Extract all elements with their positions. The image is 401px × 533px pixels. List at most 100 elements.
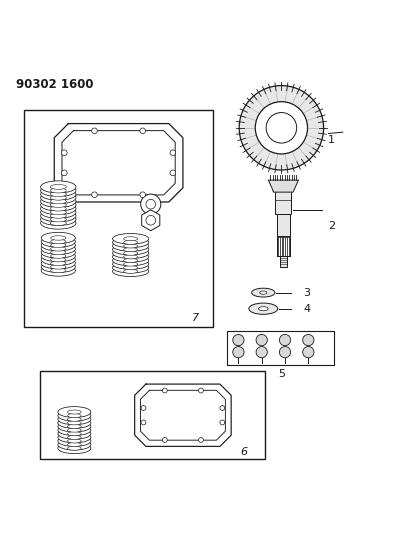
Ellipse shape — [124, 255, 137, 259]
Circle shape — [255, 346, 267, 358]
Ellipse shape — [258, 306, 267, 311]
Ellipse shape — [58, 432, 91, 443]
Ellipse shape — [50, 199, 66, 204]
Ellipse shape — [41, 210, 76, 222]
Circle shape — [140, 128, 145, 134]
Circle shape — [170, 170, 175, 176]
Ellipse shape — [41, 213, 76, 225]
Ellipse shape — [67, 442, 81, 447]
Ellipse shape — [51, 261, 66, 265]
Circle shape — [255, 334, 267, 346]
Bar — [227, 331, 333, 365]
Ellipse shape — [112, 245, 148, 255]
Circle shape — [141, 406, 146, 410]
Ellipse shape — [51, 265, 66, 269]
Circle shape — [141, 420, 146, 425]
Ellipse shape — [124, 259, 137, 262]
Ellipse shape — [248, 303, 277, 314]
Ellipse shape — [51, 236, 66, 240]
Ellipse shape — [51, 247, 66, 251]
Ellipse shape — [41, 261, 75, 272]
Ellipse shape — [67, 432, 81, 436]
Ellipse shape — [41, 239, 75, 251]
Circle shape — [162, 388, 167, 393]
Ellipse shape — [112, 241, 148, 251]
Ellipse shape — [251, 288, 274, 297]
Ellipse shape — [50, 206, 66, 211]
Text: 3: 3 — [303, 288, 310, 297]
Ellipse shape — [50, 184, 66, 189]
Ellipse shape — [41, 192, 76, 204]
Ellipse shape — [124, 248, 137, 252]
Ellipse shape — [50, 210, 66, 215]
Ellipse shape — [51, 254, 66, 259]
Ellipse shape — [50, 196, 66, 200]
Ellipse shape — [67, 417, 81, 421]
Ellipse shape — [41, 184, 76, 197]
Circle shape — [265, 112, 296, 143]
Text: 7: 7 — [191, 313, 198, 323]
Ellipse shape — [41, 203, 76, 215]
Circle shape — [302, 334, 313, 346]
Text: 6: 6 — [239, 447, 247, 457]
Ellipse shape — [41, 254, 75, 265]
Ellipse shape — [58, 414, 91, 425]
Circle shape — [162, 438, 167, 442]
Ellipse shape — [259, 291, 266, 294]
Ellipse shape — [67, 424, 81, 429]
Ellipse shape — [51, 268, 66, 273]
Ellipse shape — [41, 199, 76, 211]
Circle shape — [91, 128, 97, 134]
Ellipse shape — [51, 243, 66, 247]
Ellipse shape — [67, 439, 81, 443]
Circle shape — [170, 150, 175, 156]
Ellipse shape — [50, 188, 66, 193]
Circle shape — [302, 346, 313, 358]
Ellipse shape — [67, 421, 81, 425]
Ellipse shape — [41, 247, 75, 258]
Bar — [24, 110, 213, 327]
Ellipse shape — [50, 221, 66, 225]
Ellipse shape — [50, 213, 66, 218]
Ellipse shape — [41, 257, 75, 269]
Circle shape — [219, 406, 224, 410]
Ellipse shape — [51, 239, 66, 244]
Circle shape — [198, 388, 203, 393]
Ellipse shape — [41, 217, 76, 229]
Circle shape — [61, 150, 67, 156]
Ellipse shape — [112, 255, 148, 265]
Ellipse shape — [58, 435, 91, 447]
Ellipse shape — [58, 421, 91, 432]
Ellipse shape — [58, 417, 91, 429]
Ellipse shape — [112, 259, 148, 269]
Circle shape — [140, 194, 160, 214]
Circle shape — [91, 192, 97, 198]
Circle shape — [279, 346, 290, 358]
Circle shape — [140, 192, 145, 198]
Text: 90302 1600: 90302 1600 — [16, 78, 93, 91]
Ellipse shape — [112, 252, 148, 262]
Ellipse shape — [41, 196, 76, 207]
Ellipse shape — [112, 233, 148, 244]
Ellipse shape — [112, 262, 148, 273]
Bar — [40, 371, 265, 459]
Ellipse shape — [67, 414, 81, 418]
Circle shape — [61, 170, 67, 176]
Text: 1: 1 — [327, 135, 334, 145]
Ellipse shape — [67, 428, 81, 432]
Circle shape — [255, 102, 307, 154]
Ellipse shape — [58, 425, 91, 435]
Circle shape — [146, 199, 155, 209]
Ellipse shape — [51, 250, 66, 255]
Text: 5: 5 — [277, 369, 284, 379]
Ellipse shape — [67, 410, 81, 414]
Ellipse shape — [67, 435, 81, 439]
Circle shape — [232, 346, 243, 358]
Ellipse shape — [51, 257, 66, 262]
Ellipse shape — [67, 446, 81, 450]
Ellipse shape — [124, 251, 137, 255]
Ellipse shape — [41, 243, 75, 254]
Ellipse shape — [50, 217, 66, 222]
Polygon shape — [239, 86, 323, 170]
Ellipse shape — [41, 236, 75, 247]
